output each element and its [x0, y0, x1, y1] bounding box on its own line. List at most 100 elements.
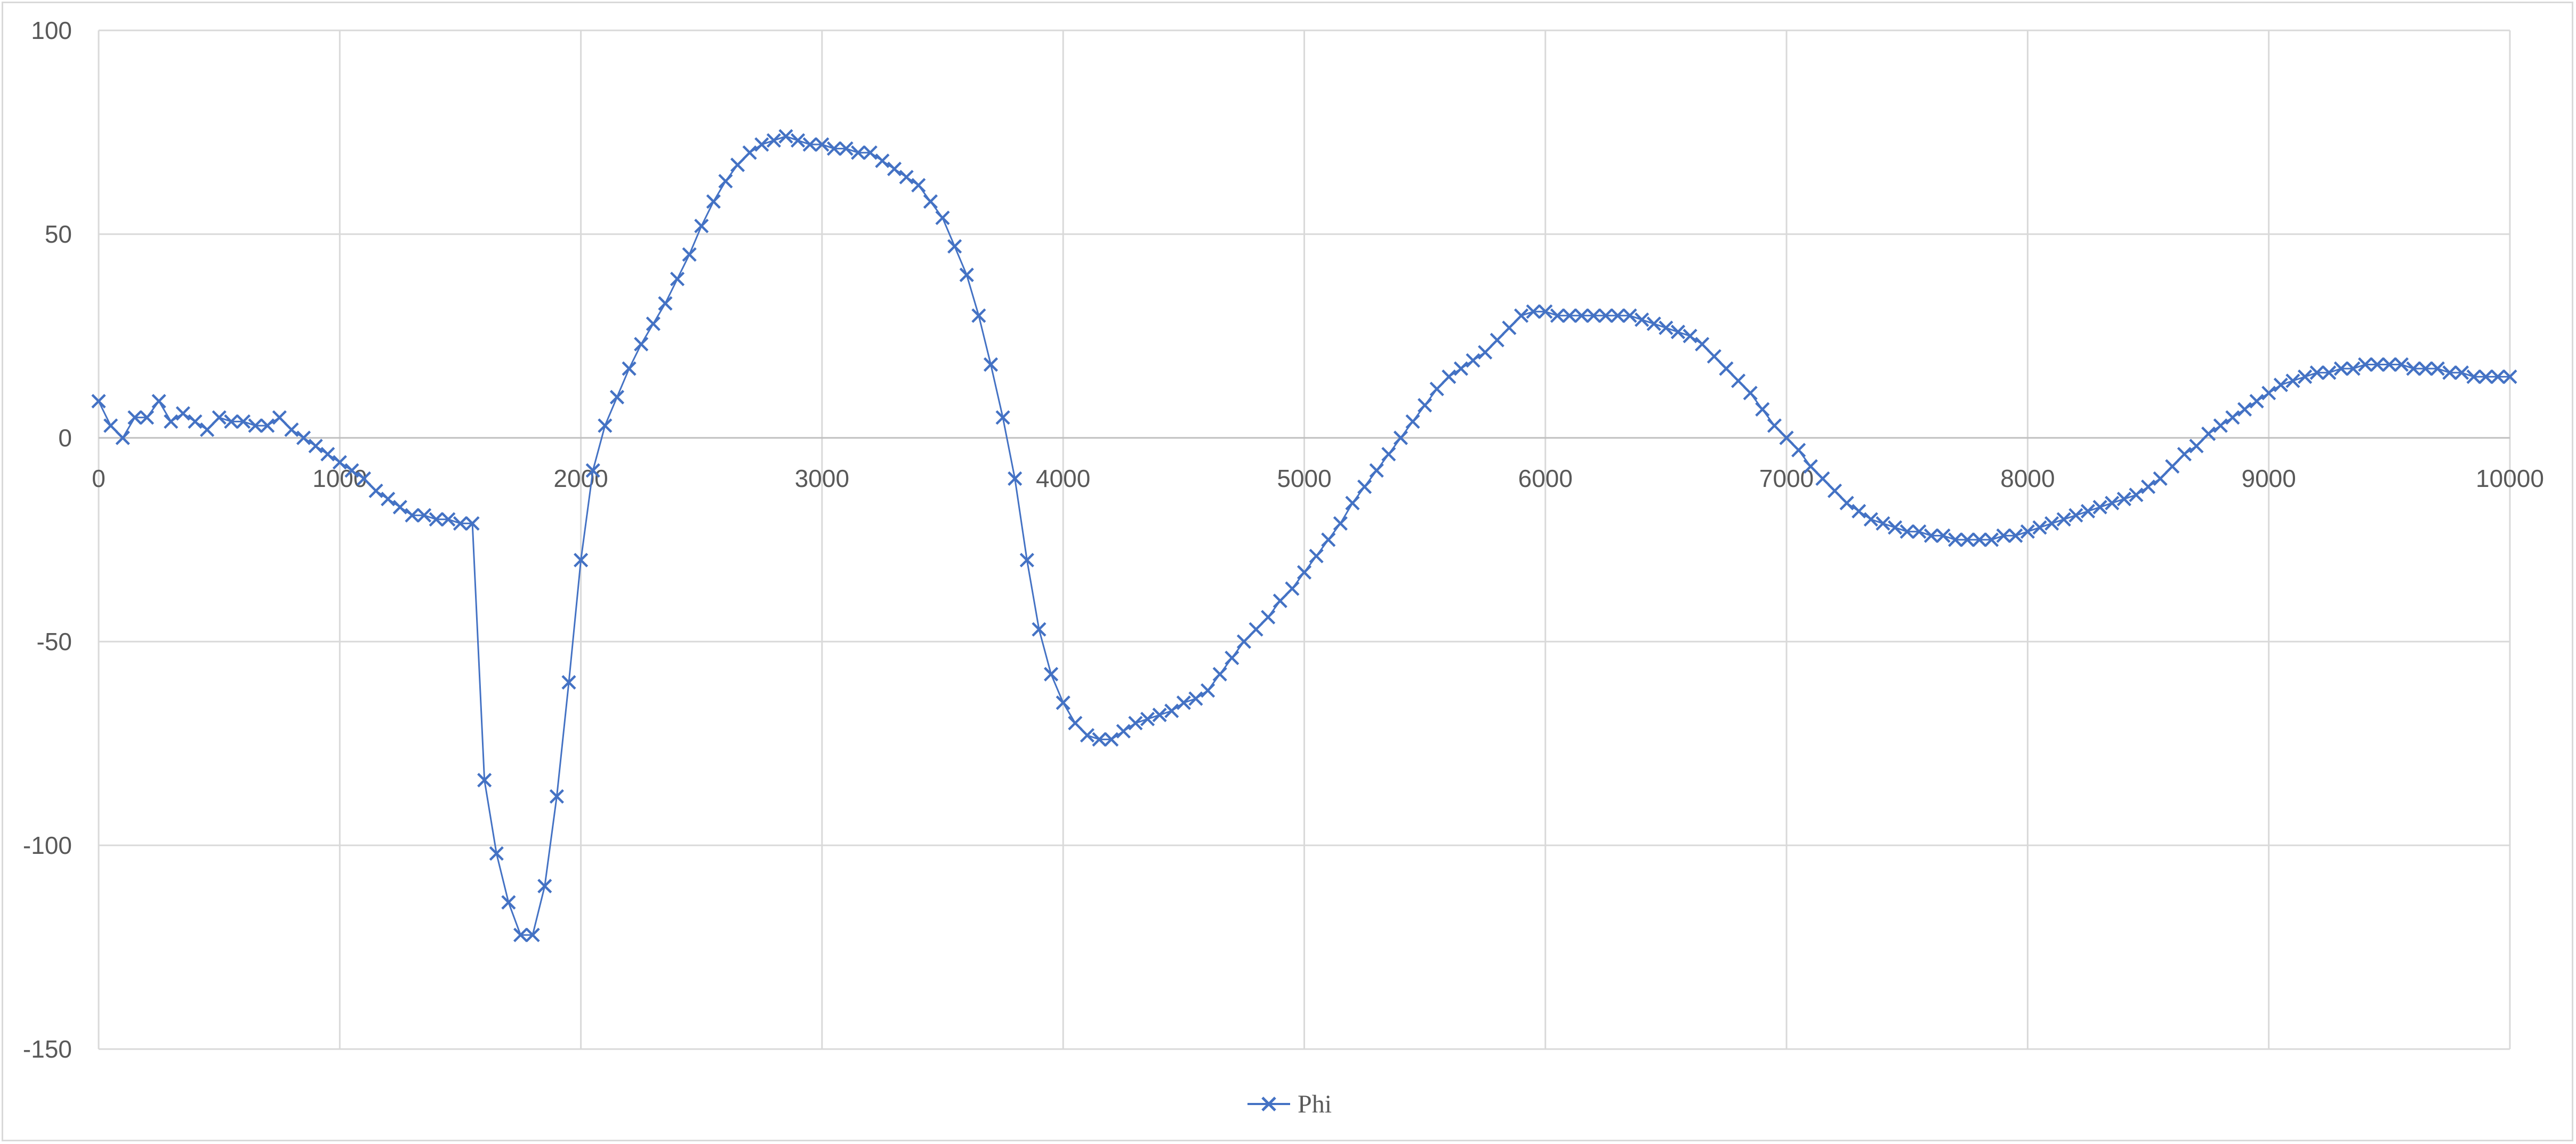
data-point	[2140, 479, 2156, 494]
y-tick-label: 50	[45, 220, 72, 248]
data-point	[1393, 430, 1408, 445]
data-point	[405, 508, 420, 523]
data-point	[2032, 520, 2047, 535]
data-point	[2105, 495, 2120, 510]
data-point	[1695, 337, 1710, 351]
data-point	[2020, 524, 2035, 539]
data-point	[525, 927, 540, 942]
data-point	[224, 414, 239, 429]
data-point	[1381, 446, 1396, 462]
data-point	[826, 141, 842, 156]
data-point	[1815, 471, 1830, 486]
data-point	[441, 512, 456, 527]
data-point	[2297, 369, 2313, 384]
data-point	[2418, 361, 2433, 376]
data-point	[791, 133, 806, 148]
data-point	[2068, 508, 2083, 523]
data-point	[1345, 495, 1360, 510]
data-point	[465, 516, 480, 531]
data-point	[2490, 369, 2505, 384]
data-point	[1610, 308, 1625, 323]
data-point	[634, 337, 649, 351]
data-point	[706, 194, 721, 209]
data-point	[1333, 516, 1348, 531]
data-point	[851, 145, 866, 160]
data-point	[947, 239, 962, 254]
data-point	[1176, 695, 1191, 710]
data-point	[2358, 357, 2373, 372]
data-point	[260, 418, 275, 433]
x-tick-labels: 0 1000 2000 3000 4000 5000 6000 7000 8000 9000 100…	[92, 465, 2544, 492]
data-point	[2285, 373, 2300, 388]
data-point	[1899, 524, 1914, 539]
data-point	[1043, 667, 1059, 682]
data-point	[1080, 728, 1095, 743]
data-point	[1538, 304, 1553, 319]
data-point	[2080, 503, 2096, 519]
data-point	[1369, 463, 1384, 478]
data-point	[103, 418, 118, 433]
data-point	[1936, 528, 1951, 543]
data-point	[959, 267, 974, 282]
data-point	[477, 773, 492, 788]
x-tick-label: 3000	[795, 465, 849, 492]
data-point	[356, 471, 372, 486]
data-point	[2225, 410, 2240, 425]
x-tick-label: 6000	[1518, 465, 1573, 492]
data-point	[1152, 707, 1167, 723]
data-point	[778, 129, 793, 144]
data-point	[2442, 365, 2457, 380]
data-point	[1321, 532, 1336, 547]
data-point	[983, 357, 999, 372]
x-tick-label: 7000	[1759, 465, 1814, 492]
x-tick-label: 8000	[2000, 465, 2055, 492]
data-point	[2129, 487, 2144, 502]
data-point	[417, 508, 432, 523]
data-point	[1442, 369, 1456, 384]
data-point	[609, 390, 625, 405]
data-point	[175, 406, 190, 421]
data-point	[598, 418, 613, 433]
data-point	[212, 410, 227, 425]
data-point	[1273, 594, 1287, 609]
data-point	[2213, 418, 2228, 433]
data-point	[2478, 369, 2493, 384]
data-point	[1743, 386, 1758, 401]
data-point	[754, 137, 769, 152]
data-point	[368, 483, 383, 498]
data-point	[2092, 500, 2107, 515]
data-point	[1249, 622, 1263, 637]
data-point	[1586, 308, 1601, 323]
data-point	[236, 414, 251, 429]
data-point	[1719, 361, 1734, 376]
data-point	[887, 162, 902, 177]
data-point	[2177, 446, 2192, 462]
data-point	[501, 895, 516, 910]
data-point	[1972, 532, 1987, 547]
data-point	[513, 927, 528, 942]
data-point	[1140, 711, 1155, 726]
data-point	[718, 174, 733, 189]
data-point	[1261, 610, 1276, 625]
data-point	[935, 210, 950, 226]
legend-label-phi: Phi	[1298, 1090, 1332, 1118]
data-point	[429, 512, 444, 527]
data-point	[1767, 418, 1782, 433]
data-point	[1128, 716, 1143, 731]
data-point	[1104, 732, 1119, 747]
data-point	[899, 170, 914, 185]
data-point	[1309, 548, 1324, 564]
data-point	[188, 414, 203, 429]
data-point	[320, 446, 335, 462]
data-point	[284, 422, 299, 437]
data-point	[1791, 443, 1806, 458]
data-point	[1116, 724, 1131, 739]
data-point	[574, 553, 589, 567]
data-point	[2165, 459, 2180, 474]
data-point	[2309, 365, 2324, 380]
data-point	[658, 296, 673, 311]
data-point	[381, 492, 396, 507]
data-point	[1996, 528, 2011, 543]
data-point	[272, 410, 287, 425]
data-point	[2382, 357, 2397, 372]
